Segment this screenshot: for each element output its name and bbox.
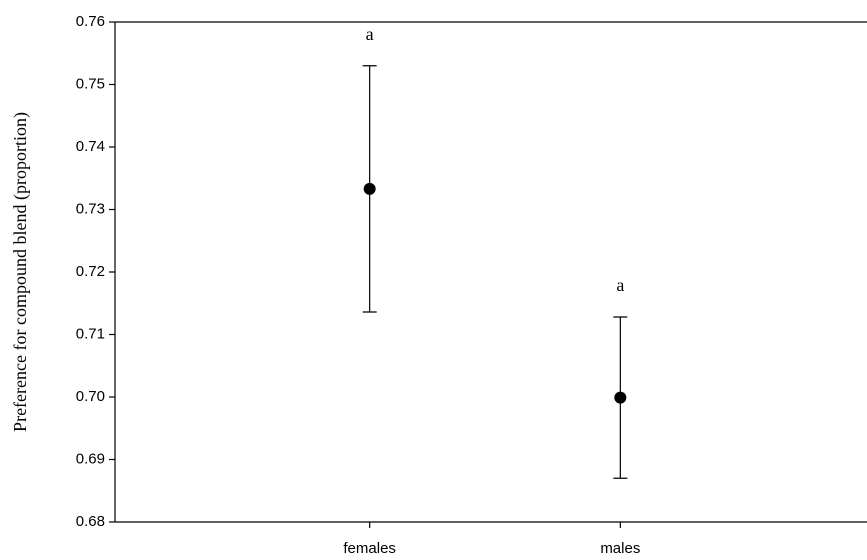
y-tick-label: 0.69 xyxy=(76,450,105,467)
y-tick-label: 0.76 xyxy=(76,13,105,30)
x-tick-label: males xyxy=(600,540,640,557)
x-tick-label: females xyxy=(343,540,396,557)
data-point xyxy=(614,391,627,404)
annotation: a xyxy=(366,24,374,44)
y-tick-label: 0.70 xyxy=(76,388,105,405)
y-tick-label: 0.75 xyxy=(76,75,105,92)
y-tick-label: 0.68 xyxy=(76,513,105,530)
y-tick-label: 0.74 xyxy=(76,138,105,155)
data-point xyxy=(363,182,376,195)
y-tick-label: 0.72 xyxy=(76,263,105,280)
annotation: a xyxy=(616,275,624,295)
y-tick-label: 0.71 xyxy=(76,325,105,342)
y-tick-label: 0.73 xyxy=(76,200,105,217)
y-axis-label: Preference for compound blend (proportio… xyxy=(10,112,31,432)
